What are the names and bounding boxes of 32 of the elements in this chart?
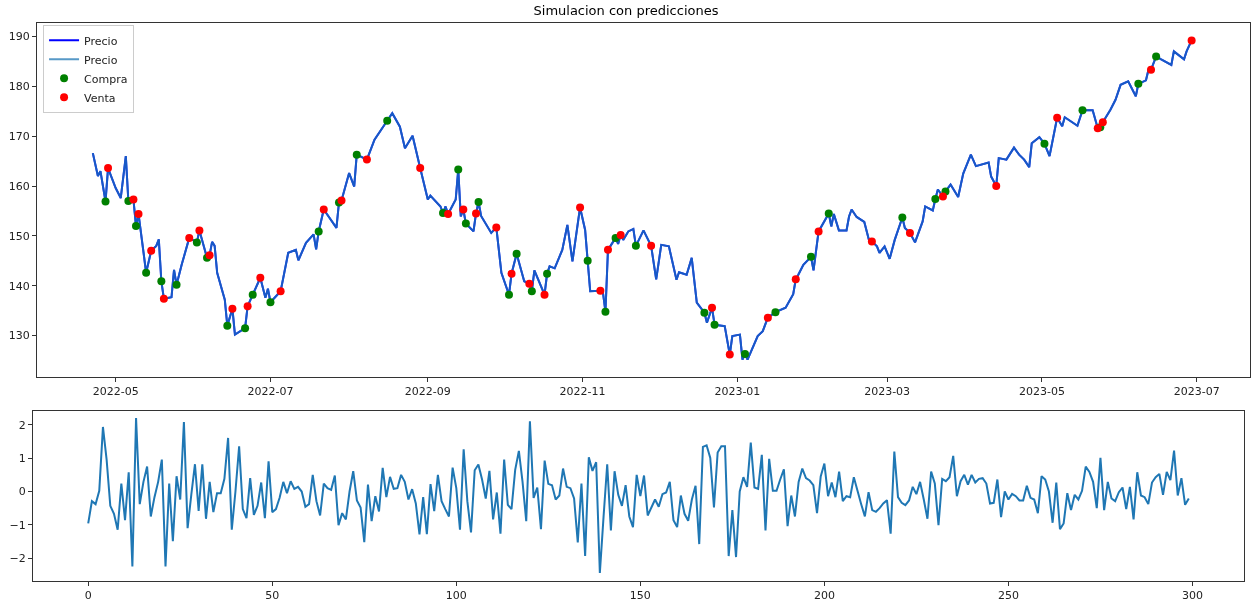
y-tick-label: 130 xyxy=(8,329,30,343)
y-tick-label: 180 xyxy=(8,80,30,94)
y-tick-label: 150 xyxy=(8,229,30,243)
legend-label: Precio xyxy=(84,53,118,67)
chart-title: Simulacion con predicciones xyxy=(533,3,719,19)
legend-label: Precio xyxy=(84,34,118,48)
y-tick-label: 160 xyxy=(8,179,30,193)
y-tick-label: 170 xyxy=(8,130,30,144)
y-tick-label: −2 xyxy=(9,551,26,565)
x-tick-label: 2022-07 xyxy=(247,385,294,399)
x-tick-label: 200 xyxy=(813,589,835,603)
y-tick-label: 140 xyxy=(8,279,30,293)
x-tick-label: 300 xyxy=(1181,589,1203,603)
x-tick-label: 100 xyxy=(445,589,467,603)
legend-label: Venta xyxy=(84,91,116,105)
x-tick-label: 2023-03 xyxy=(864,385,911,399)
y-tick-label: −1 xyxy=(9,518,26,532)
x-tick-label: 2022-09 xyxy=(404,385,451,399)
x-tick-label: 150 xyxy=(629,589,651,603)
y-tick-label: 1 xyxy=(18,452,26,466)
x-tick-label: 2023-07 xyxy=(1173,385,1220,399)
x-tick-label: 50 xyxy=(265,589,280,603)
x-tick-label: 0 xyxy=(84,589,92,603)
x-tick-label: 250 xyxy=(997,589,1019,603)
y-tick-label: 2 xyxy=(18,418,26,432)
legend-label: Compra xyxy=(84,72,128,86)
x-tick-label: 2022-05 xyxy=(92,385,139,399)
y-tick-label: 190 xyxy=(8,30,30,44)
y-tick-label: 0 xyxy=(18,485,26,499)
x-tick-label: 2022-11 xyxy=(559,385,606,399)
x-tick-label: 2023-05 xyxy=(1018,385,1065,399)
x-tick-label: 2023-01 xyxy=(714,385,761,399)
